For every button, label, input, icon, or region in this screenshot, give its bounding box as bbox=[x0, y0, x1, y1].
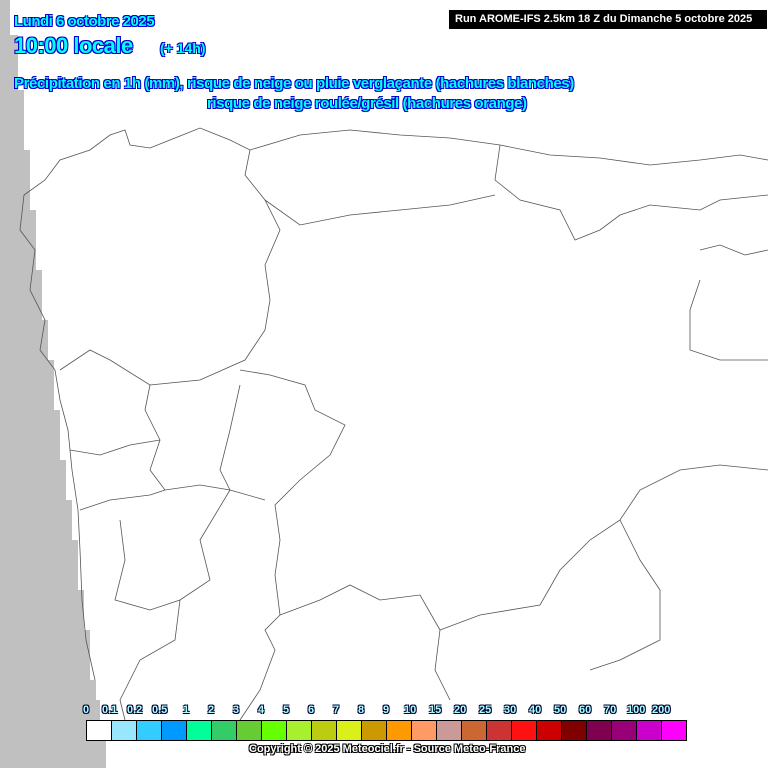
legend-label: 1 bbox=[183, 704, 190, 716]
legend-label: 30 bbox=[504, 704, 517, 716]
legend-label: 40 bbox=[529, 704, 542, 716]
legend-swatch bbox=[312, 721, 337, 740]
lead-time: (+ 14h) bbox=[160, 40, 206, 56]
legend-label: 60 bbox=[579, 704, 592, 716]
legend-swatch bbox=[637, 721, 662, 740]
legend-label: 25 bbox=[479, 704, 492, 716]
copyright: Copyright © 2025 Meteociel.fr - Source M… bbox=[249, 743, 526, 755]
legend-label: 9 bbox=[383, 704, 390, 716]
legend-label: 10 bbox=[404, 704, 417, 716]
legend-swatch bbox=[437, 721, 462, 740]
legend-label: 15 bbox=[429, 704, 442, 716]
color-legend bbox=[86, 720, 687, 741]
legend-label: 6 bbox=[308, 704, 315, 716]
legend-swatch bbox=[662, 721, 686, 740]
legend-label: 0.5 bbox=[152, 704, 168, 716]
legend-label: 100 bbox=[627, 704, 646, 716]
legend-label: 0.2 bbox=[127, 704, 143, 716]
legend-swatch bbox=[137, 721, 162, 740]
legend-label: 5 bbox=[283, 704, 290, 716]
legend-swatch bbox=[412, 721, 437, 740]
legend-swatch bbox=[87, 721, 112, 740]
forecast-date: Lundi 6 octobre 2025 bbox=[14, 13, 155, 30]
legend-swatch bbox=[612, 721, 637, 740]
legend-swatch bbox=[587, 721, 612, 740]
legend-swatch bbox=[237, 721, 262, 740]
legend-swatch bbox=[462, 721, 487, 740]
legend-swatch bbox=[387, 721, 412, 740]
legend-label: 70 bbox=[604, 704, 617, 716]
legend-label: 3 bbox=[233, 704, 240, 716]
legend-swatch bbox=[337, 721, 362, 740]
run-info: Run AROME-IFS 2.5km 18 Z du Dimanche 5 o… bbox=[449, 10, 767, 29]
border-lines bbox=[19, 127, 768, 741]
legend-label: 7 bbox=[333, 704, 340, 716]
legend-swatch bbox=[512, 721, 537, 740]
legend-swatch bbox=[187, 721, 212, 740]
legend-label: 4 bbox=[258, 704, 265, 716]
legend-label: 0 bbox=[83, 704, 90, 716]
legend-swatch bbox=[162, 721, 187, 740]
ocean-area bbox=[0, 0, 106, 768]
legend-swatch bbox=[262, 721, 287, 740]
legend-swatch bbox=[362, 721, 387, 740]
legend-label: 8 bbox=[358, 704, 365, 716]
legend-labels: 0 0.1 0.2 0.5 1 2 3 4 5 6 7 8 9 10 15 20 25 30 40 50 60 70 100… bbox=[80, 704, 720, 718]
legend-swatch bbox=[562, 721, 587, 740]
description-line-2: risque de neige roulée/grésil (hachures … bbox=[207, 95, 527, 112]
legend-label: 0.1 bbox=[102, 704, 118, 716]
legend-swatch bbox=[212, 721, 237, 740]
legend-swatch bbox=[537, 721, 562, 740]
legend-label: 50 bbox=[554, 704, 567, 716]
legend-swatch bbox=[487, 721, 512, 740]
description-line-1: Précipitation en 1h (mm), risque de neig… bbox=[14, 75, 574, 92]
legend-label: 20 bbox=[454, 704, 467, 716]
legend-label: 2 bbox=[208, 704, 215, 716]
forecast-time: 10:00 locale bbox=[14, 33, 133, 58]
legend-swatch bbox=[112, 721, 137, 740]
legend-swatch bbox=[287, 721, 312, 740]
legend-label: 200 bbox=[652, 704, 671, 716]
